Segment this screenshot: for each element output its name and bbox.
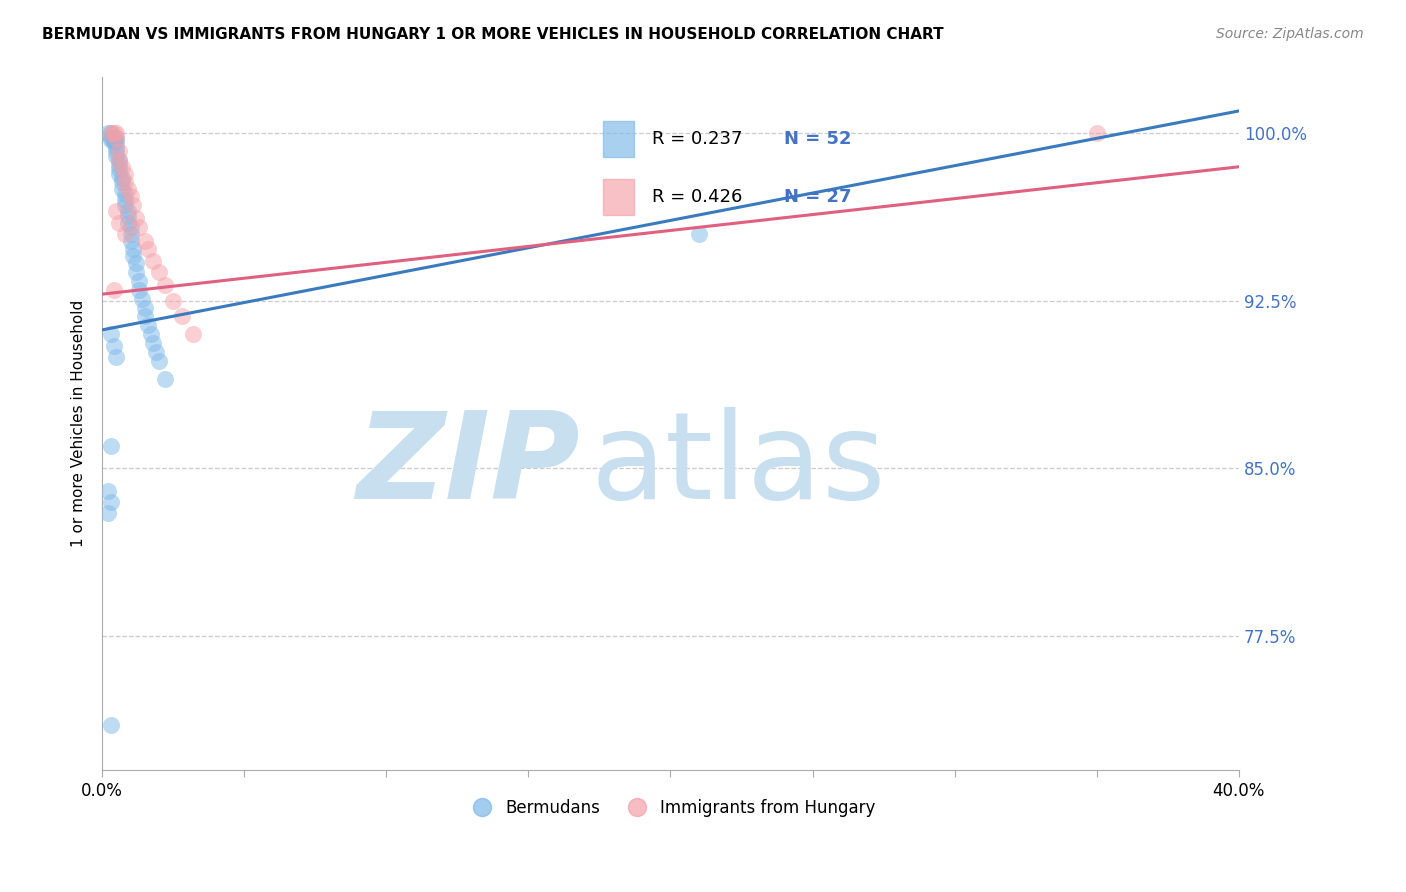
Point	[100, 126, 122, 140]
Point	[114, 186, 136, 201]
Point	[97, 506, 120, 520]
Point	[111, 176, 134, 190]
Point	[117, 209, 139, 223]
Point	[117, 204, 139, 219]
Point	[128, 283, 150, 297]
Point	[117, 216, 139, 230]
Point	[111, 160, 134, 174]
Point	[111, 182, 134, 196]
Point	[103, 133, 125, 147]
Point	[108, 167, 131, 181]
Point	[131, 292, 153, 306]
Point	[100, 718, 122, 732]
Point	[103, 130, 125, 145]
Point	[136, 243, 159, 257]
Point	[114, 176, 136, 190]
Point	[114, 227, 136, 241]
Point	[105, 148, 128, 162]
Text: ZIP: ZIP	[356, 407, 579, 524]
Point	[125, 256, 148, 270]
Point	[105, 130, 128, 145]
Point	[114, 198, 136, 212]
Point	[148, 265, 170, 279]
Point	[142, 336, 165, 351]
Point	[125, 211, 148, 226]
Point	[181, 327, 204, 342]
Point	[153, 372, 176, 386]
Point	[108, 153, 131, 167]
Point	[117, 182, 139, 196]
Point	[148, 354, 170, 368]
Point	[97, 126, 120, 140]
Point	[1085, 126, 1108, 140]
Point	[145, 345, 167, 359]
Point	[103, 135, 125, 149]
Point	[105, 130, 128, 145]
Point	[100, 126, 122, 140]
Text: atlas: atlas	[591, 407, 887, 524]
Point	[125, 265, 148, 279]
Point	[120, 227, 142, 241]
Point	[100, 439, 122, 453]
Point	[136, 318, 159, 333]
Point	[688, 227, 710, 241]
Point	[108, 144, 131, 158]
Point	[100, 133, 122, 147]
Point	[120, 234, 142, 248]
Point	[120, 189, 142, 203]
Point	[142, 253, 165, 268]
Point	[122, 243, 145, 257]
Point	[97, 483, 120, 498]
Point	[105, 126, 128, 140]
Point	[108, 153, 131, 167]
Point	[105, 135, 128, 149]
Point	[120, 220, 142, 235]
Point	[103, 338, 125, 352]
Point	[114, 194, 136, 208]
Point	[139, 327, 162, 342]
Point	[105, 350, 128, 364]
Point	[105, 204, 128, 219]
Point	[128, 220, 150, 235]
Y-axis label: 1 or more Vehicles in Household: 1 or more Vehicles in Household	[72, 300, 86, 548]
Legend: Bermudans, Immigrants from Hungary: Bermudans, Immigrants from Hungary	[458, 793, 883, 824]
Point	[108, 162, 131, 177]
Point	[122, 198, 145, 212]
Point	[100, 327, 122, 342]
Point	[100, 130, 122, 145]
Text: BERMUDAN VS IMMIGRANTS FROM HUNGARY 1 OR MORE VEHICLES IN HOUSEHOLD CORRELATION : BERMUDAN VS IMMIGRANTS FROM HUNGARY 1 OR…	[42, 27, 943, 42]
Point	[134, 234, 156, 248]
Point	[111, 171, 134, 186]
Text: Source: ZipAtlas.com: Source: ZipAtlas.com	[1216, 27, 1364, 41]
Point	[108, 157, 131, 171]
Point	[105, 144, 128, 158]
Point	[103, 283, 125, 297]
Point	[134, 301, 156, 315]
Point	[134, 310, 156, 324]
Point	[122, 249, 145, 263]
Point	[105, 139, 128, 153]
Point	[128, 274, 150, 288]
Point	[103, 126, 125, 140]
Point	[170, 310, 193, 324]
Point	[114, 167, 136, 181]
Point	[108, 216, 131, 230]
Point	[100, 495, 122, 509]
Point	[153, 278, 176, 293]
Point	[162, 293, 184, 308]
